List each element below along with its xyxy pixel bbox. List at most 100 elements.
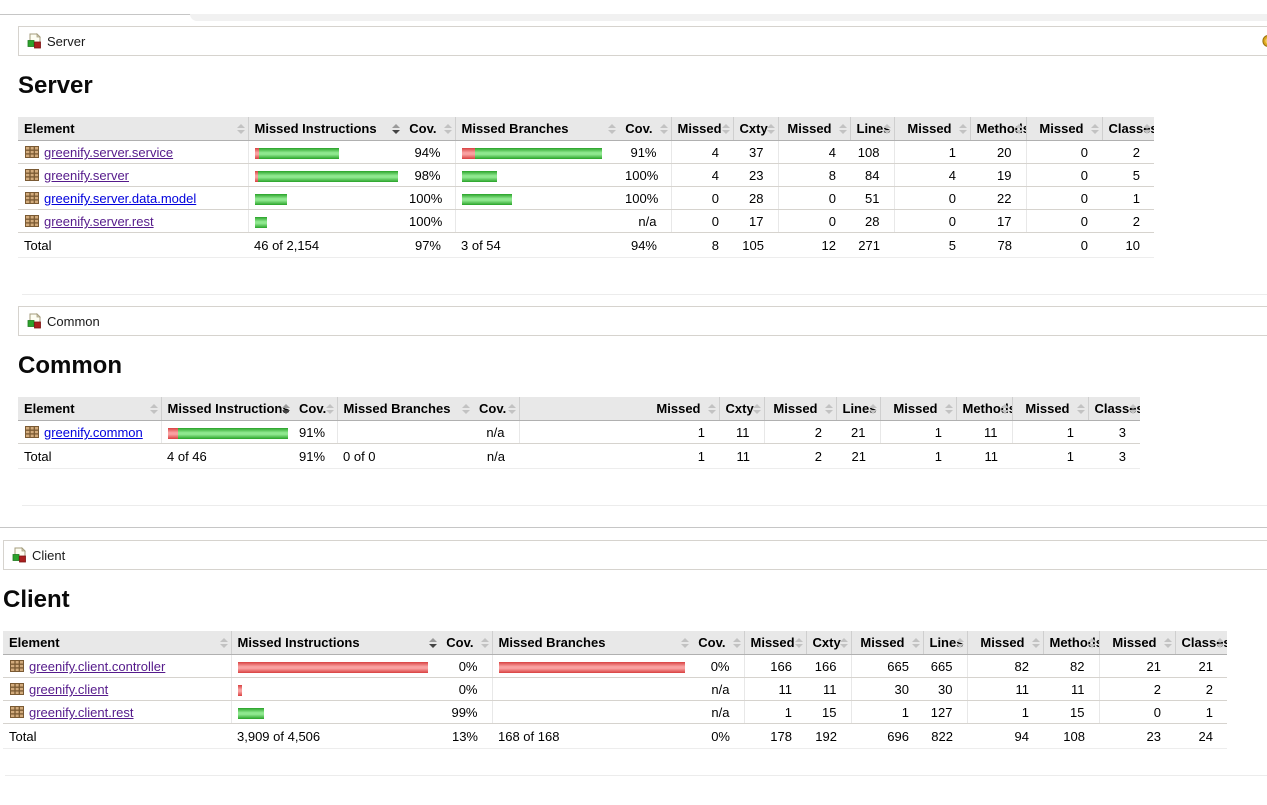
package-link[interactable]: greenify.client.controller	[29, 659, 166, 674]
total-lines: 822	[923, 723, 967, 749]
sort-icon	[1087, 637, 1096, 648]
group-report-icon	[26, 313, 42, 329]
total-label: Total	[18, 232, 248, 258]
column-header-label: Cov.	[299, 401, 327, 416]
instruction-coverage-value: 99%	[440, 700, 492, 724]
table-row: greenify.common 91% n/a 1 11 2 21 1 11 1 3	[18, 420, 1140, 444]
package-link[interactable]: greenify.server.data.model	[44, 191, 197, 206]
column-header-cxty[interactable]: Cxty	[805, 631, 851, 655]
session-icon[interactable]	[1262, 35, 1267, 48]
column-header-label: Cxty	[812, 635, 841, 650]
column-header-missed-instructions[interactable]: Missed Instructions	[160, 397, 293, 421]
missed-instructions-bar	[247, 140, 403, 164]
column-header-cov-[interactable]: Cov.	[619, 117, 671, 141]
package-link[interactable]: greenify.server.rest	[44, 214, 154, 229]
table-row: greenify.server.rest 100% n/a 0 17 0 28 0 17 0 2	[18, 209, 1154, 233]
column-header-label: Missed	[750, 635, 795, 650]
instruction-coverage-value: 0%	[440, 654, 492, 678]
column-header-missed[interactable]: Missed	[518, 397, 719, 421]
total-missed-lines: 12	[778, 232, 850, 258]
column-header-label: Cov.	[409, 121, 437, 136]
column-header-methods[interactable]: Methods	[955, 397, 1012, 421]
element-cell: greenify.client.controller	[3, 654, 231, 678]
column-header-missed-branches[interactable]: Missed Branches	[491, 631, 692, 655]
missed-branches-bar	[454, 163, 619, 187]
section-divider	[22, 294, 1267, 295]
column-header-classes[interactable]: Classes	[1101, 117, 1154, 141]
column-header-label: Cov.	[479, 401, 507, 416]
classes-value: 2	[1102, 140, 1154, 164]
sort-icon	[507, 403, 516, 414]
column-header-missed-instructions[interactable]: Missed Instructions	[230, 631, 440, 655]
missed-branches-bar	[491, 654, 692, 678]
column-header-missed-branches[interactable]: Missed Branches	[454, 117, 619, 141]
column-header-missed[interactable]: Missed	[879, 397, 956, 421]
column-header-missed[interactable]: Missed	[670, 117, 733, 141]
column-header-missed[interactable]: Missed	[743, 631, 806, 655]
column-header-element[interactable]: Element	[18, 397, 161, 421]
missed-classes-value: 0	[1098, 700, 1175, 724]
sort-icon	[1014, 123, 1023, 134]
column-header-methods[interactable]: Methods	[1042, 631, 1099, 655]
column-header-cov-[interactable]: Cov.	[403, 117, 455, 141]
package-link[interactable]: greenify.common	[44, 425, 143, 440]
column-header-missed[interactable]: Missed	[850, 631, 923, 655]
package-icon	[9, 704, 25, 720]
total-missed-methods: 94	[967, 723, 1043, 749]
column-header-classes[interactable]: Classes	[1174, 631, 1227, 655]
column-header-missed[interactable]: Missed	[893, 117, 970, 141]
missed-cxty-value: 4	[670, 163, 733, 187]
missed-branches-bar	[491, 677, 692, 701]
column-header-lines[interactable]: Lines	[835, 397, 880, 421]
missed-cxty-value: 1	[518, 420, 719, 444]
sort-icon	[480, 637, 489, 648]
total-missed-lines: 2	[764, 443, 836, 469]
package-link[interactable]: greenify.client	[29, 682, 109, 697]
column-header-missed[interactable]: Missed	[777, 117, 850, 141]
missed-instructions-bar	[247, 186, 403, 210]
column-header-methods[interactable]: Methods	[969, 117, 1026, 141]
column-header-element[interactable]: Element	[3, 631, 231, 655]
column-header-cov-[interactable]: Cov.	[293, 397, 337, 421]
sort-icon	[958, 123, 967, 134]
breadcrumb-label: Common	[47, 313, 100, 329]
total-branch-coverage: n/a	[473, 443, 519, 469]
column-header-missed[interactable]: Missed	[763, 397, 836, 421]
column-header-missed[interactable]: Missed	[966, 631, 1043, 655]
package-link[interactable]: greenify.server	[44, 168, 130, 183]
column-header-classes[interactable]: Classes	[1087, 397, 1140, 421]
missed-classes-value: 0	[1025, 163, 1102, 187]
column-header-lines[interactable]: Lines	[922, 631, 967, 655]
covered-bar-segment	[461, 193, 512, 205]
methods-value: 22	[970, 186, 1026, 210]
missed-methods-value: 4	[893, 163, 970, 187]
missed-classes-value: 0	[1025, 209, 1102, 233]
covered-bar-segment	[254, 193, 287, 205]
breadcrumb: Client	[3, 540, 1267, 570]
sort-icon	[1216, 637, 1224, 648]
methods-value: 11	[1043, 677, 1099, 701]
methods-value: 15	[1043, 700, 1099, 724]
total-branches: 168 of 168	[492, 723, 692, 749]
column-header-cxty[interactable]: Cxty	[718, 397, 764, 421]
column-header-missed-instructions[interactable]: Missed Instructions	[247, 117, 403, 141]
total-cxty: 192	[806, 723, 851, 749]
column-header-cov-[interactable]: Cov.	[692, 631, 744, 655]
package-link[interactable]: greenify.server.service	[44, 145, 174, 160]
column-header-missed-branches[interactable]: Missed Branches	[336, 397, 473, 421]
column-header-missed[interactable]: Missed	[1011, 397, 1088, 421]
sort-icon	[707, 403, 716, 414]
package-link[interactable]: greenify.client.rest	[29, 705, 134, 720]
column-header-label: Cov.	[446, 635, 474, 650]
missed-lines-value: 665	[850, 654, 923, 678]
column-header-label: Missed	[860, 635, 905, 650]
column-header-missed[interactable]: Missed	[1025, 117, 1102, 141]
column-header-cov-[interactable]: Cov.	[440, 631, 492, 655]
missed-methods-value: 1	[879, 420, 956, 444]
column-header-cxty[interactable]: Cxty	[732, 117, 778, 141]
column-header-lines[interactable]: Lines	[849, 117, 894, 141]
column-header-missed[interactable]: Missed	[1098, 631, 1175, 655]
column-header-element[interactable]: Element	[18, 117, 248, 141]
sort-icon	[325, 403, 334, 414]
column-header-cov-[interactable]: Cov.	[473, 397, 519, 421]
